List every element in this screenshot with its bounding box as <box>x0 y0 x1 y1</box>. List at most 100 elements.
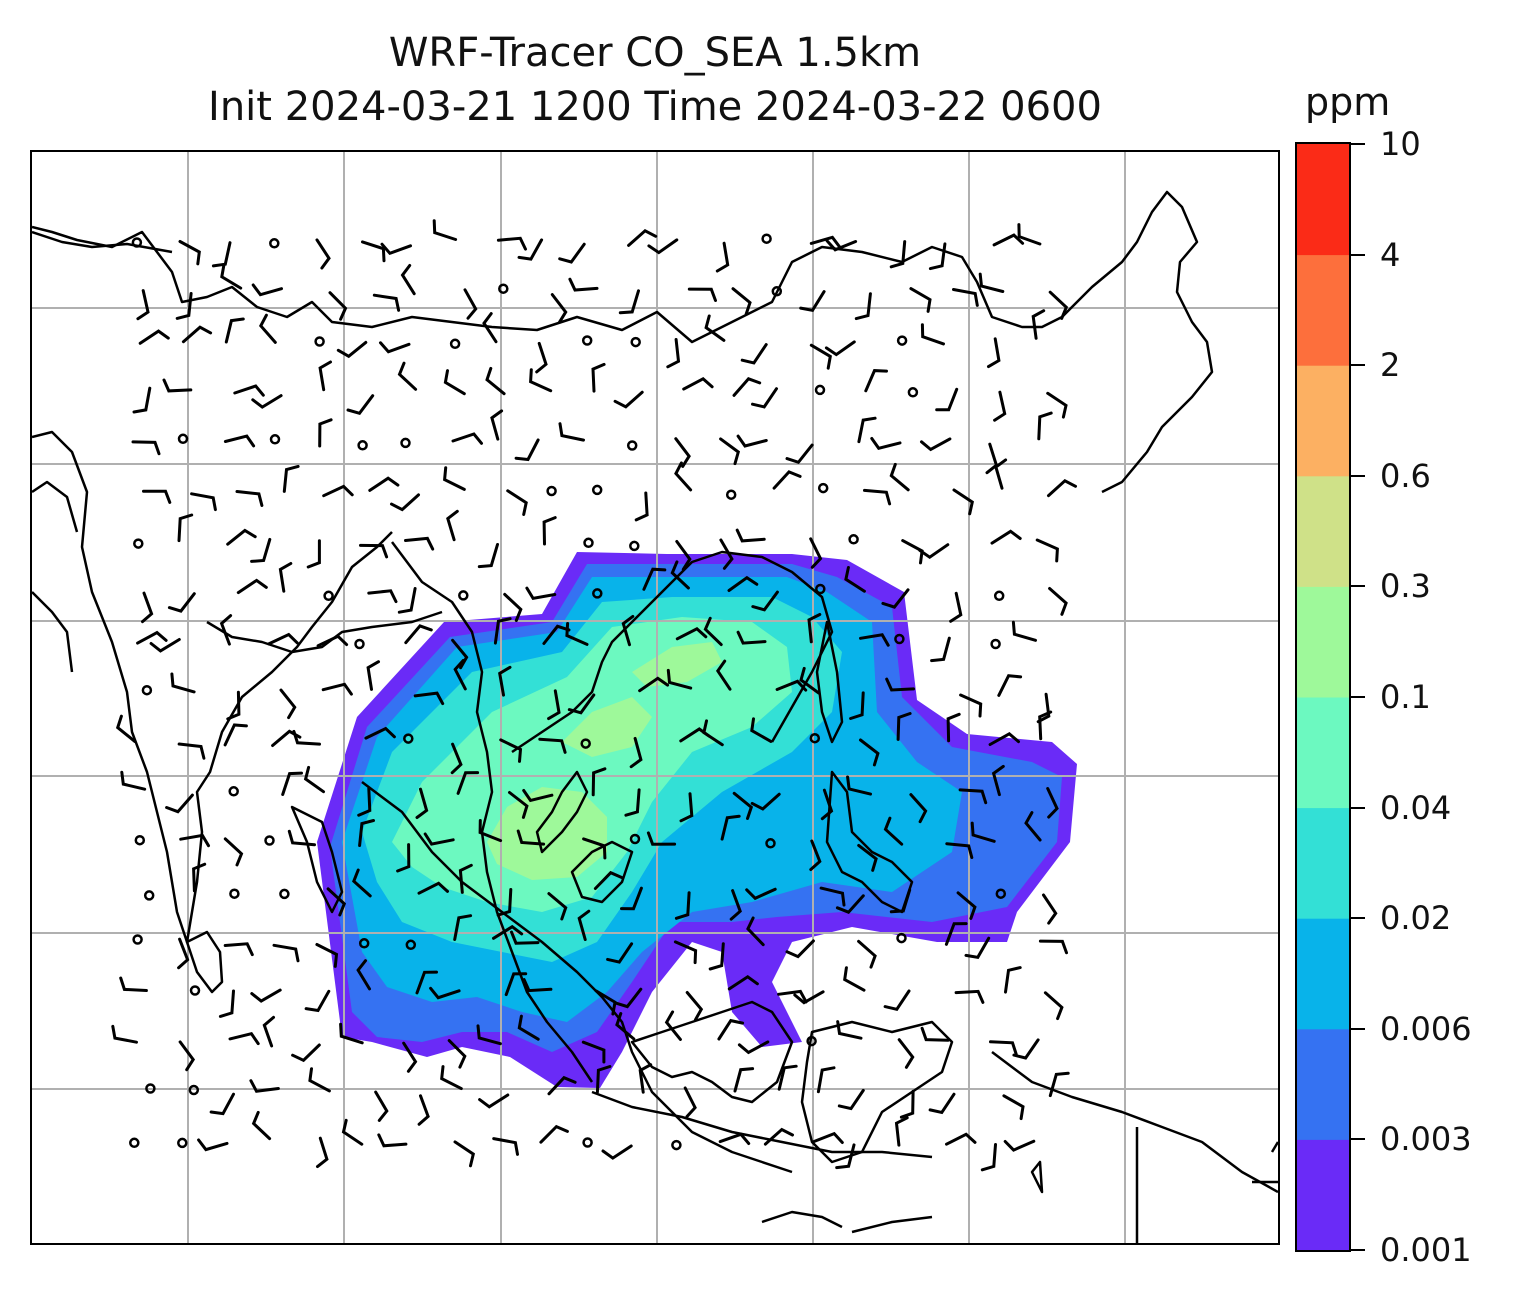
wind-barb <box>1004 966 1022 994</box>
wind-barbs <box>111 219 1077 1172</box>
wind-barb <box>366 660 380 691</box>
wind-barb <box>685 991 704 1022</box>
colorbar-swatch <box>1297 1028 1349 1140</box>
wind-barb <box>358 819 375 847</box>
wind-barb <box>477 543 499 569</box>
calm-marker <box>630 336 641 348</box>
wind-barb <box>732 791 754 820</box>
wind-barb <box>482 312 498 344</box>
wind-barb <box>223 942 254 957</box>
wind-barb <box>1048 290 1069 320</box>
wind-barb <box>326 887 347 917</box>
wind-barb <box>675 540 692 571</box>
wind-barb <box>614 987 643 1009</box>
colorbar-swatch <box>1297 365 1349 477</box>
wind-barb <box>162 378 193 393</box>
wind-barb <box>397 587 417 614</box>
wind-barb <box>525 586 557 601</box>
wind-barb <box>396 843 411 873</box>
colorbar-tick-label: 0.1 <box>1380 678 1431 716</box>
wind-barb <box>226 690 241 721</box>
wind-barb <box>197 1138 229 1152</box>
wind-barb <box>1031 309 1046 340</box>
calm-marker <box>269 434 281 445</box>
wind-barb <box>233 384 265 397</box>
calm-marker <box>269 238 280 249</box>
wind-barb <box>775 679 808 692</box>
wind-barb <box>991 764 1005 797</box>
wind-barb <box>367 589 398 604</box>
wind-barb <box>889 240 907 269</box>
wind-barb <box>192 862 207 893</box>
wind-barb <box>954 989 985 1004</box>
wind-barb <box>836 1020 863 1040</box>
wind-barb <box>837 1088 865 1111</box>
wind-barb <box>463 288 478 320</box>
wind-barb <box>380 242 412 256</box>
calm-marker <box>358 938 370 949</box>
wind-barb <box>1037 411 1053 441</box>
colorbar-swatch <box>1297 254 1349 366</box>
calm-marker <box>177 433 189 445</box>
wind-barb <box>849 691 865 720</box>
wind-barb <box>980 1143 997 1172</box>
wind-barb <box>909 287 932 313</box>
wind-barb <box>835 894 865 914</box>
calm-marker <box>629 540 640 552</box>
wind-barb <box>352 868 372 898</box>
wind-barb <box>1047 478 1077 498</box>
wind-barb <box>737 1040 770 1055</box>
wind-barb <box>613 390 644 409</box>
wind-barb <box>683 1086 697 1118</box>
wind-barb <box>539 1124 569 1144</box>
wind-barb <box>621 614 635 647</box>
wind-barb <box>379 341 411 354</box>
wind-barb <box>615 1012 636 1041</box>
wind-barb <box>920 323 945 346</box>
wind-barb <box>111 1024 138 1044</box>
wind-barb <box>529 368 553 393</box>
wind-barb <box>666 668 693 690</box>
colorbar-swatches <box>1297 144 1349 1250</box>
wind-barb <box>675 626 708 641</box>
wind-barb <box>249 1079 280 1093</box>
colorbar-tick <box>1351 585 1365 588</box>
chart-title-line1: WRF-Tracer CO_SEA 1.5km <box>388 30 922 76</box>
wind-barb <box>674 437 691 468</box>
wind-barb <box>591 362 606 393</box>
wind-barb <box>315 238 331 270</box>
calm-marker <box>993 590 1005 602</box>
wind-barb <box>364 726 396 740</box>
wind-barb <box>964 936 991 959</box>
wind-barb <box>638 1063 653 1094</box>
chart-title-line2: Init 2024-03-21 1200 Time 2024-03-22 060… <box>208 84 1102 130</box>
wind-barb <box>863 488 892 506</box>
wind-barb <box>453 659 467 691</box>
calm-wind-markers <box>129 233 1007 1151</box>
wind-barb <box>223 434 256 448</box>
calm-marker <box>815 583 826 595</box>
wind-barb <box>629 736 643 769</box>
wind-barb <box>729 889 742 921</box>
calm-marker <box>357 440 368 451</box>
wind-barb <box>1046 787 1059 819</box>
wind-barb <box>958 788 988 805</box>
wind-barb <box>777 989 808 1004</box>
wind-barb <box>282 464 300 493</box>
wind-barb <box>453 914 473 941</box>
wind-barb <box>857 843 878 872</box>
wind-barb <box>281 771 303 796</box>
wind-barb <box>820 788 834 821</box>
wind-barb <box>627 228 658 247</box>
wind-barb <box>478 819 503 843</box>
wind-barb <box>601 1144 633 1160</box>
calm-marker <box>725 489 737 500</box>
wind-barb <box>341 1118 364 1146</box>
calm-marker <box>814 384 826 396</box>
wind-barb <box>993 390 1007 422</box>
wind-barb <box>673 940 698 965</box>
wind-barb <box>547 892 568 921</box>
wind-barb <box>506 489 528 516</box>
wind-barb <box>844 566 866 593</box>
wind-barb <box>476 1024 502 1046</box>
